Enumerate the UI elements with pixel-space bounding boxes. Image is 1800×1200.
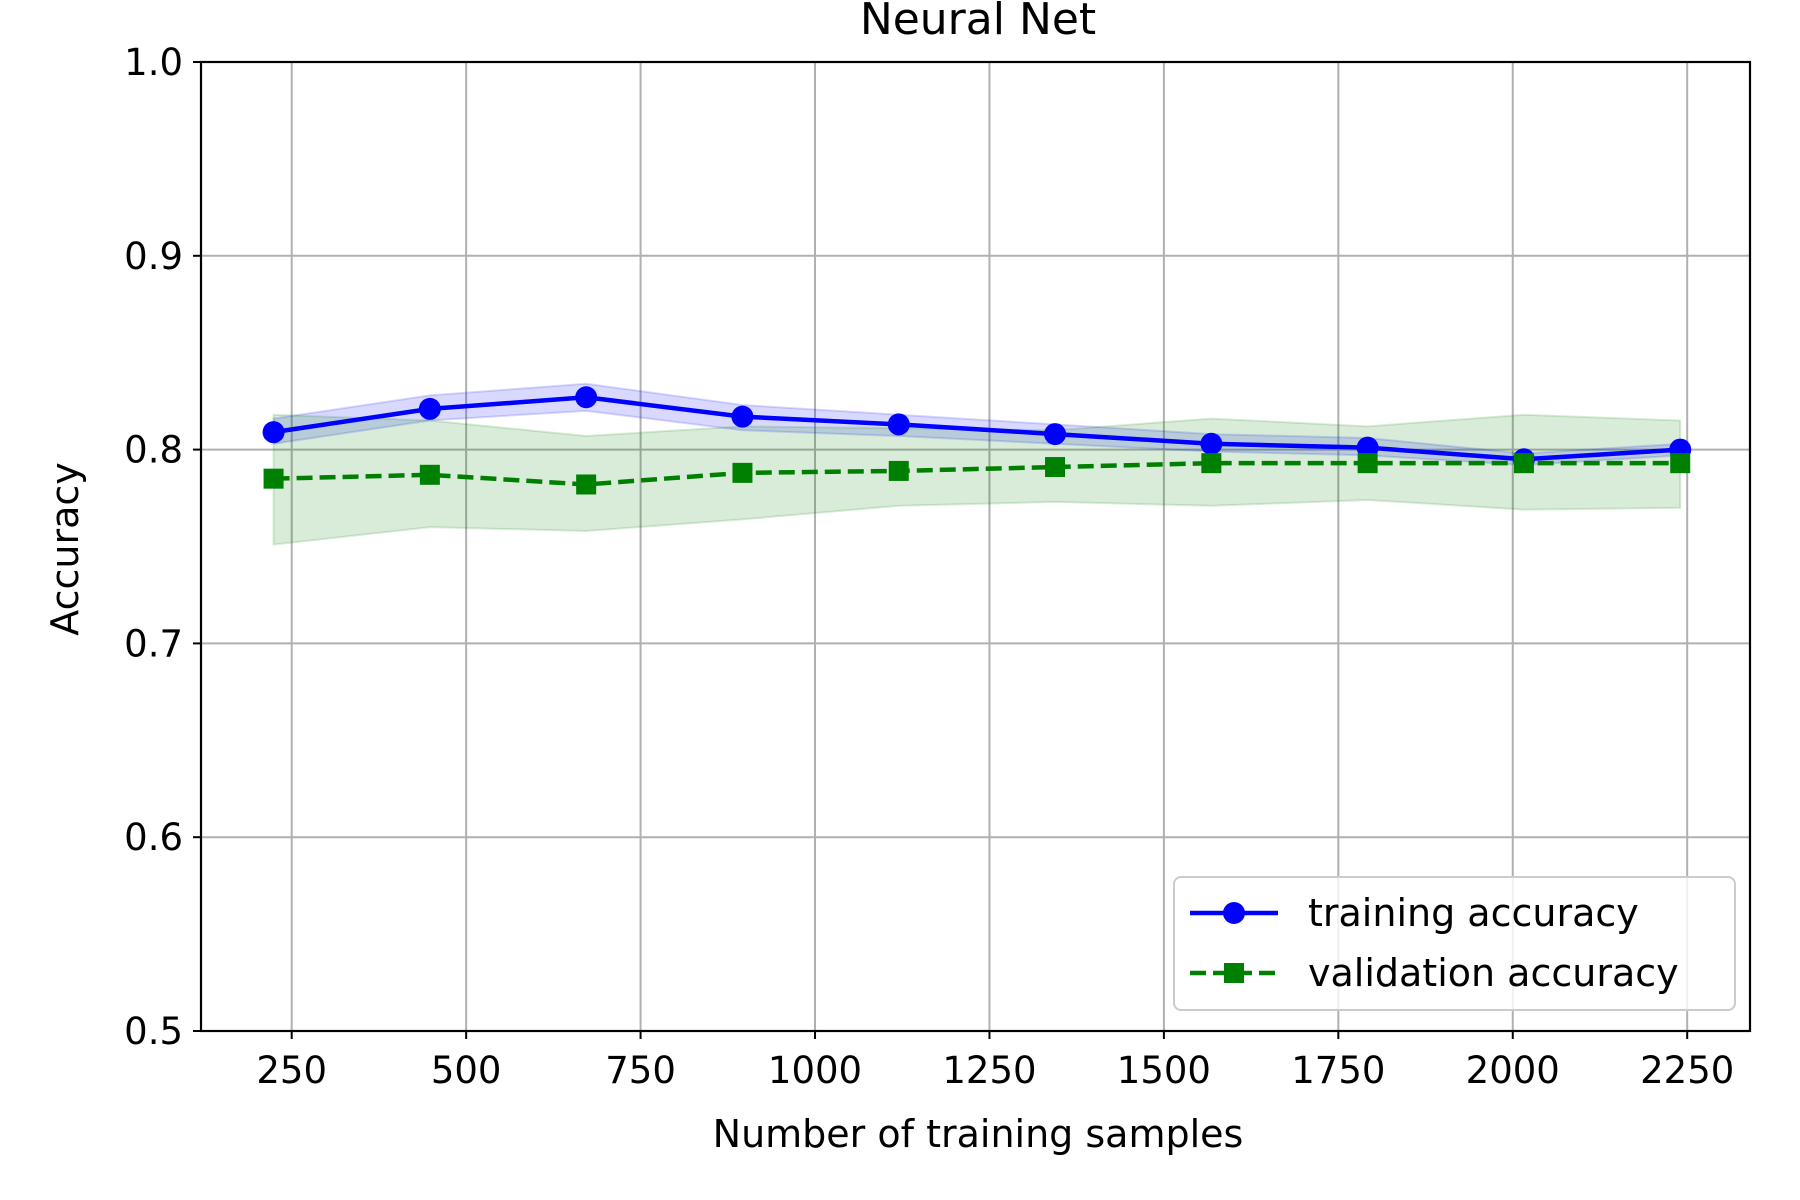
x-tick-label: 1250 xyxy=(942,1049,1036,1092)
data-point-validation xyxy=(263,468,284,489)
legend-swatch-marker-training xyxy=(1223,902,1245,924)
x-tick-label: 1500 xyxy=(1117,1049,1211,1092)
data-point-validation xyxy=(1357,453,1378,474)
legend-swatch-marker-validation xyxy=(1224,963,1244,983)
y-tick-label: 0.9 xyxy=(124,235,183,278)
legend-label-validation: validation accuracy xyxy=(1308,951,1679,995)
data-point-validation xyxy=(1045,457,1066,478)
data-point-validation xyxy=(419,464,440,485)
y-tick-label: 0.8 xyxy=(124,429,183,472)
data-point-training xyxy=(1200,432,1223,455)
series-line-validation xyxy=(273,460,1681,487)
data-point-training xyxy=(1356,436,1379,459)
data-point-validation xyxy=(732,462,753,483)
data-point-training xyxy=(731,405,754,428)
chart-title: Neural Net xyxy=(860,0,1096,45)
data-point-training xyxy=(575,386,598,409)
axis-ticks: 250 500 750 1000 1250 1500 1750 2000 2250 0.5 0.6 0… xyxy=(124,41,1734,1092)
plot-frame xyxy=(199,60,1752,1033)
data-point-validation xyxy=(1513,453,1534,474)
y-tick-label: 1.0 xyxy=(124,41,183,84)
y-tick-label: 0.6 xyxy=(124,816,183,859)
series-line-training xyxy=(273,395,1681,462)
legend: training accuracy validation accuracy xyxy=(1173,876,1736,1011)
data-point-validation xyxy=(1670,453,1691,474)
x-tick-label: 750 xyxy=(605,1049,676,1092)
data-point-training xyxy=(1044,423,1067,446)
x-tick-label: 2250 xyxy=(1640,1049,1734,1092)
x-axis-label: Number of training samples xyxy=(713,1112,1244,1156)
y-tick-label: 0.7 xyxy=(124,622,183,665)
legend-label-training: training accuracy xyxy=(1308,891,1639,935)
x-tick-label: 250 xyxy=(256,1049,327,1092)
data-point-training xyxy=(418,397,441,420)
x-tick-label: 2000 xyxy=(1466,1049,1560,1092)
x-tick-label: 500 xyxy=(431,1049,502,1092)
data-point-validation xyxy=(1201,453,1222,474)
x-tick-label: 1000 xyxy=(768,1049,862,1092)
data-point-training xyxy=(887,413,910,436)
data-point-validation xyxy=(576,474,597,495)
y-tick-label: 0.5 xyxy=(124,1010,183,1053)
grid xyxy=(201,61,1750,1032)
data-point-training xyxy=(262,421,285,444)
y-axis-label: Accuracy xyxy=(43,462,87,636)
x-tick-label: 1750 xyxy=(1291,1049,1385,1092)
data-point-validation xyxy=(888,460,909,481)
legend-frame xyxy=(1173,876,1736,1011)
series xyxy=(262,386,1692,495)
